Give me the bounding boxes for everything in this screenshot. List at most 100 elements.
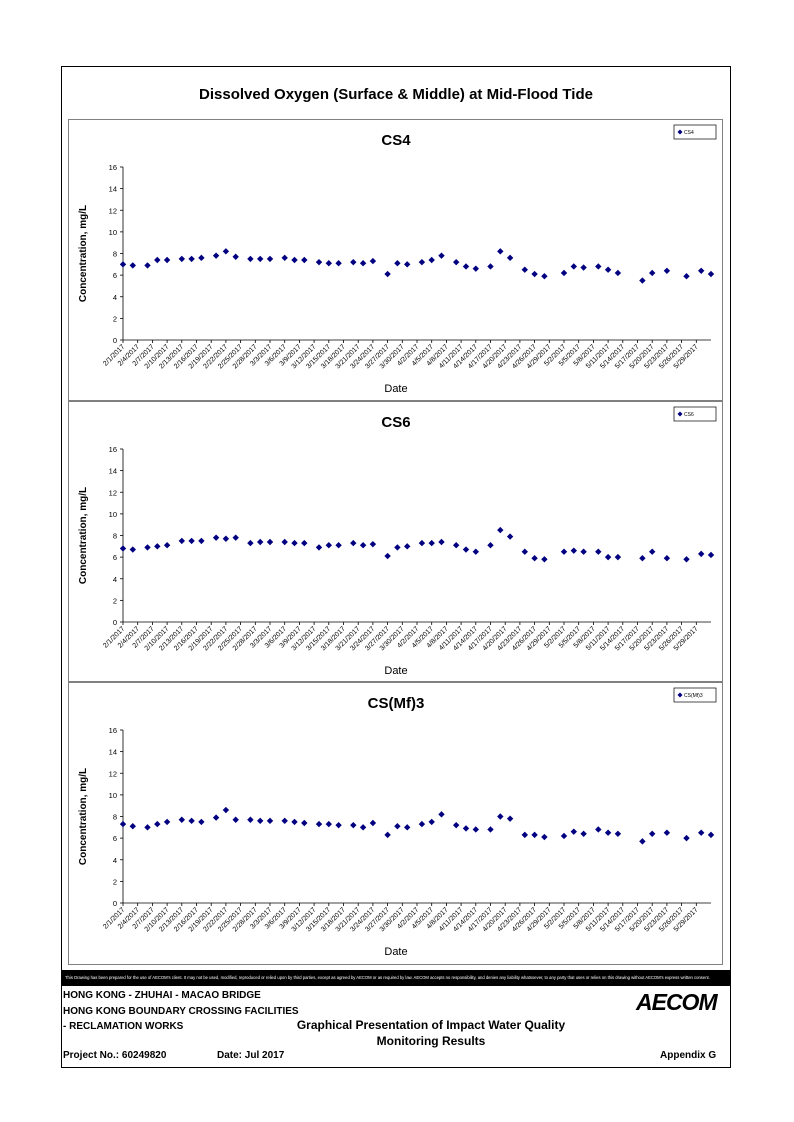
project-line-1: HONG KONG - ZHUHAI - MACAO BRIDGE: [63, 990, 261, 1001]
data-point: [144, 262, 151, 269]
chart-title: CS4: [381, 132, 411, 149]
y-tick-label: 6: [113, 553, 117, 562]
data-point: [335, 542, 342, 549]
data-point: [506, 533, 514, 540]
y-tick-label: 6: [113, 834, 117, 843]
data-point: [163, 256, 171, 264]
legend-box: [673, 124, 717, 140]
legend-label: CS4: [684, 130, 694, 136]
y-tick-label: 14: [109, 748, 117, 757]
data-point: [281, 538, 288, 546]
data-point: [301, 819, 308, 827]
data-point: [315, 820, 323, 828]
data-point: [462, 825, 470, 832]
data-point: [404, 543, 411, 550]
data-point: [604, 266, 612, 273]
data-point: [384, 270, 391, 278]
data-point: [257, 538, 264, 546]
y-tick-label: 8: [113, 813, 117, 822]
y-tick-label: 4: [113, 856, 117, 865]
data-point: [428, 256, 435, 264]
data-point: [154, 820, 161, 828]
data-point: [663, 555, 671, 562]
chart-panel-cs6: CS6 CS6 0 2 4 6 8 10 12 14 16 2/1/2017 2/4/2017 2/7/2…: [68, 401, 723, 682]
data-point: [521, 831, 528, 839]
data-point: [453, 258, 460, 266]
data-point: [497, 248, 504, 255]
data-point: [487, 826, 494, 833]
data-point: [257, 817, 264, 825]
data-point: [369, 540, 377, 548]
chart-panel-csmf3: CS(Mf)3 CS(Mf)3 0 2 4 6 8 10 12 14 16 2/1/2017 2/4/2…: [68, 682, 723, 965]
data-point: [639, 838, 646, 845]
drawing-date: Date: Jul 2017: [217, 1050, 285, 1061]
data-point: [614, 830, 622, 837]
legend-marker: [677, 129, 683, 135]
y-tick-label: 10: [109, 228, 117, 237]
data-point: [394, 823, 401, 830]
data-point: [649, 830, 656, 837]
y-tick-label: 8: [113, 250, 117, 259]
data-point: [291, 256, 298, 264]
data-point: [506, 815, 514, 822]
drawing-title-line-1: Graphical Presentation of Impact Water Q…: [296, 1018, 566, 1032]
data-point: [325, 260, 332, 267]
data-point: [418, 820, 426, 828]
data-point: [614, 269, 622, 277]
data-point: [683, 556, 690, 563]
data-point: [335, 260, 342, 267]
y-tick-label: 2: [113, 877, 117, 886]
y-tick-label: 0: [113, 899, 117, 908]
data-point: [163, 818, 171, 826]
data-point: [428, 539, 435, 547]
legend-label: CS6: [684, 412, 694, 418]
data-point: [325, 820, 332, 828]
data-point: [350, 821, 357, 829]
data-point: [119, 261, 127, 268]
data-point: [281, 817, 288, 825]
data-point: [222, 806, 230, 814]
data-point: [497, 526, 504, 534]
data-point: [144, 824, 151, 831]
data-point: [506, 254, 514, 262]
y-tick-label: 12: [109, 206, 117, 215]
data-point: [707, 270, 715, 278]
data-point: [595, 548, 602, 555]
data-point: [369, 819, 377, 827]
data-point: [663, 267, 671, 274]
data-point: [198, 254, 205, 262]
chart-title: CS6: [381, 414, 410, 431]
data-point: [266, 255, 274, 263]
data-point: [266, 538, 274, 546]
data-point: [404, 824, 411, 831]
data-point: [560, 832, 568, 840]
data-point: [222, 248, 230, 255]
chart-cs6: CS6 CS602468101214162/1/20172/4/20172/7/2…: [78, 406, 717, 677]
data-point: [580, 264, 587, 271]
data-point: [257, 255, 264, 263]
data-point: [144, 544, 151, 551]
data-point: [232, 816, 239, 823]
y-tick-label: 8: [113, 532, 117, 541]
chart-title: CS(Mf)3: [368, 695, 425, 712]
data-point: [315, 544, 323, 551]
data-point: [188, 817, 195, 825]
data-point: [595, 263, 602, 270]
drawing-title-line-2: Monitoring Results: [376, 1034, 486, 1048]
legend-marker: [677, 411, 683, 417]
data-point: [394, 260, 401, 267]
data-point: [154, 543, 161, 550]
x-axis-label: Date: [384, 665, 407, 677]
y-tick-label: 4: [113, 293, 117, 302]
data-point: [707, 551, 715, 559]
data-point: [222, 535, 230, 542]
legend-label: CS(Mf)3: [684, 693, 703, 699]
data-point: [198, 537, 205, 545]
data-point: [453, 542, 460, 549]
data-point: [639, 277, 646, 284]
data-point: [570, 263, 577, 270]
data-point: [129, 262, 136, 269]
data-point: [453, 821, 460, 829]
legend-marker: [677, 692, 683, 698]
data-point: [649, 269, 656, 277]
